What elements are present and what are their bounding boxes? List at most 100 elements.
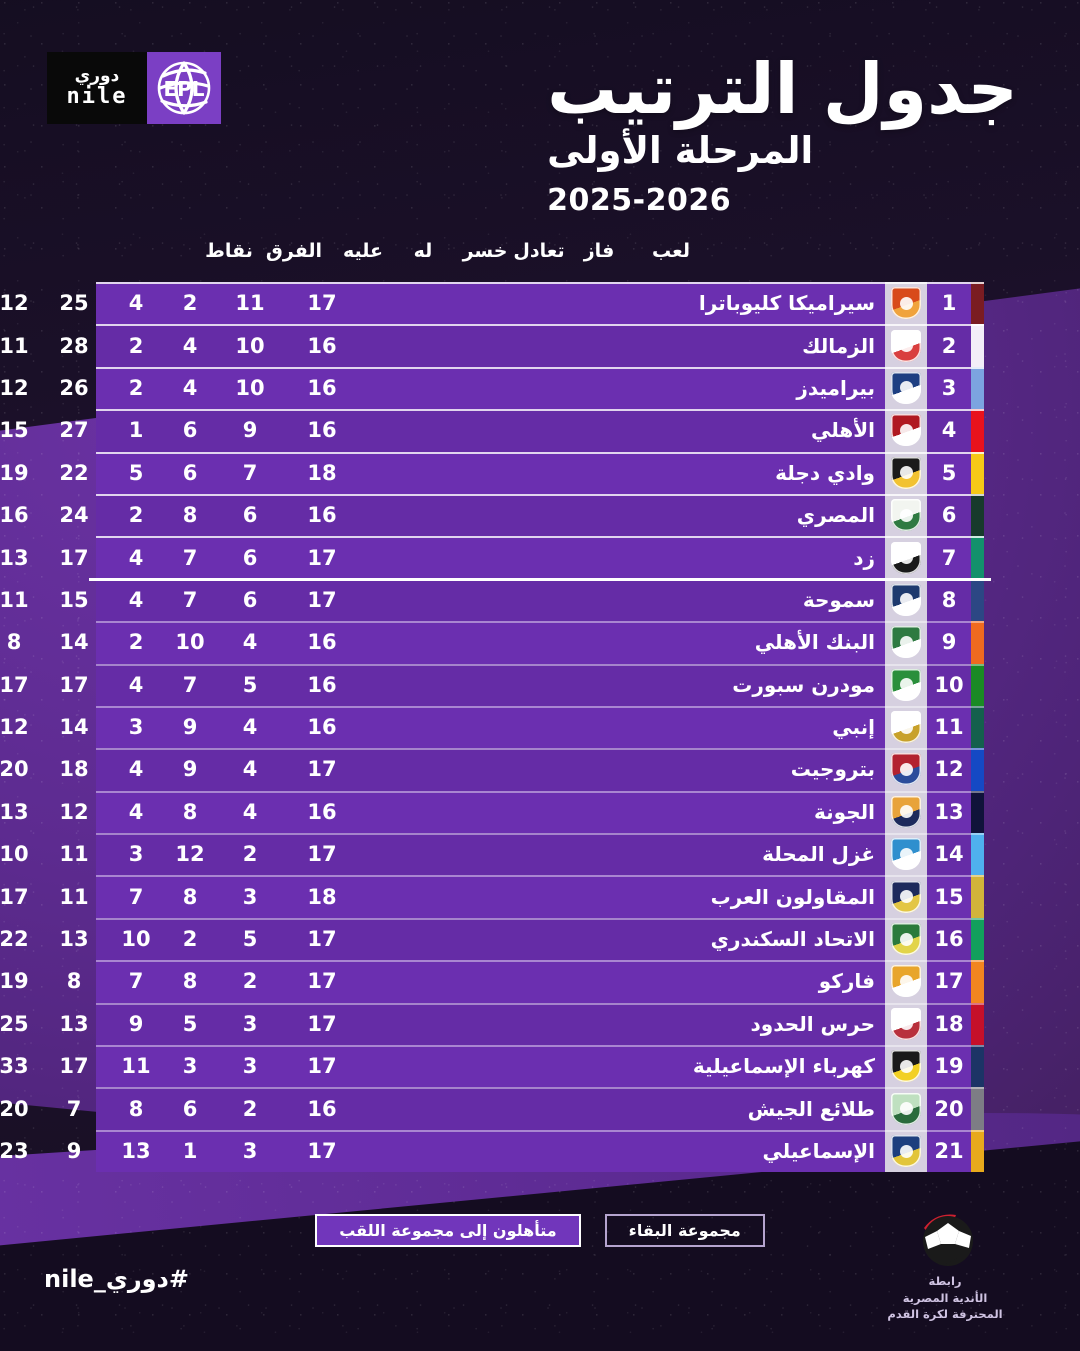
table-row[interactable]: 21الإسماعيلي17311392314-10 (0, 1129, 984, 1173)
stat-gf: 17 (59, 545, 89, 570)
table-row[interactable]: 7زد176741713425 (0, 536, 984, 579)
row-separator (96, 621, 984, 624)
row-separator (96, 790, 984, 793)
rank-cell: 19 (927, 1045, 971, 1088)
stats-cells: 16104226121434 (0, 367, 635, 409)
stat-won: 6 (242, 545, 258, 570)
row-separator (96, 282, 984, 284)
team-crest-icon (885, 324, 927, 367)
stat-gf: 25 (59, 291, 89, 316)
rank-cell: 8 (927, 578, 971, 622)
team-crest-icon (885, 705, 927, 749)
stat-played: 16 (307, 375, 337, 400)
legend: مجموعة البقاء متأهلون إلى مجموعة اللقب (0, 1214, 1080, 1247)
stat-lost: 4 (128, 291, 144, 316)
team-accent-strip (971, 917, 984, 961)
stat-played: 16 (307, 418, 337, 443)
team-accent-strip (971, 536, 984, 579)
stat-played: 18 (307, 460, 337, 485)
rank-cell: 11 (927, 705, 971, 749)
stat-gf: 26 (59, 375, 89, 400)
page-subtitle: المرحلة الأولى (547, 129, 814, 172)
table-row[interactable]: 11إنبي164931412221 (0, 705, 984, 749)
table-row[interactable]: 12بتروجيت1749418202-21 (0, 748, 984, 791)
rank-cell: 1 (927, 282, 971, 325)
stat-lost: 3 (128, 715, 144, 740)
table-row[interactable]: 17فاركو1728781911-14 (0, 960, 984, 1003)
team-crest-icon (885, 578, 927, 622)
stat-ga: 13 (0, 545, 29, 570)
team-name-cell: الزمالك (802, 333, 875, 358)
stat-ga: 8 (6, 630, 22, 655)
stat-lost: 4 (128, 757, 144, 782)
stat-gf: 27 (59, 418, 89, 443)
stat-lost: 5 (128, 460, 144, 485)
team-crest-icon (885, 493, 927, 537)
table-row[interactable]: 4الأهلي1696127151233 (0, 409, 984, 452)
table-row[interactable]: 3بيراميدز16104226121434 (0, 366, 984, 410)
stat-played: 17 (307, 927, 337, 952)
stat-drawn: 4 (182, 375, 198, 400)
team-crest-icon (885, 875, 927, 918)
team-name-cell: الاتحاد السكندري (710, 927, 875, 952)
team-name-cell: سيراميكا كليوباترا (698, 291, 875, 316)
row-separator (96, 1129, 984, 1132)
stat-played: 16 (307, 672, 337, 697)
team-accent-strip (971, 1129, 984, 1173)
table-row[interactable]: 8سموحة176741511425 (0, 578, 984, 622)
team-accent-strip (971, 1045, 984, 1088)
rank-cell: 4 (927, 409, 971, 452)
row-separator (96, 917, 984, 920)
stat-ga: 17 (0, 672, 29, 697)
team-accent-strip (971, 578, 984, 622)
stats-cells: 1696127151233 (0, 409, 635, 451)
team-name-cell: غزل المحلة (762, 842, 875, 867)
stats-cells: 164931412221 (0, 706, 635, 748)
legend-survival-group[interactable]: مجموعة البقاء (604, 1214, 765, 1247)
stat-drawn: 1 (182, 1139, 198, 1163)
stat-played: 16 (307, 799, 337, 824)
team-name-cell: بيراميدز (796, 375, 875, 400)
legend-title-group[interactable]: متأهلون إلى مجموعة اللقب (315, 1214, 581, 1247)
stat-drawn: 6 (182, 1096, 198, 1121)
league-logo: EPL دوري nile (47, 52, 221, 124)
stat-drawn: 7 (182, 672, 198, 697)
column-header-points: نقاط (205, 240, 253, 262)
stat-drawn: 2 (182, 927, 198, 952)
stat-won: 4 (242, 757, 258, 782)
stat-ga: 23 (0, 1139, 29, 1163)
team-accent-strip (971, 324, 984, 367)
stat-drawn: 8 (182, 503, 198, 528)
table-row[interactable]: 2الزمالك16104228111734 (0, 324, 984, 367)
stat-ga: 12 (0, 375, 29, 400)
stat-won: 9 (242, 418, 258, 443)
stats-cells: 17311392314-10 (0, 1130, 635, 1172)
team-crest-icon (885, 536, 927, 579)
team-name-cell: طلائع الجيش (747, 1096, 875, 1121)
team-name-cell: زد (853, 545, 875, 570)
stat-ga: 11 (0, 587, 29, 612)
stat-ga: 33 (0, 1054, 29, 1079)
rank-cell: 17 (927, 960, 971, 1003)
table-row[interactable]: 6المصري166822416826 (0, 493, 984, 537)
stat-won: 11 (235, 291, 265, 316)
team-accent-strip (971, 663, 984, 706)
stat-lost: 2 (128, 375, 144, 400)
stat-gf: 17 (59, 1054, 89, 1079)
stat-won: 2 (242, 1096, 258, 1121)
team-crest-icon (885, 833, 927, 876)
stat-drawn: 3 (182, 1054, 198, 1079)
team-accent-strip (971, 705, 984, 749)
stats-cells: 187652219327 (0, 452, 635, 494)
